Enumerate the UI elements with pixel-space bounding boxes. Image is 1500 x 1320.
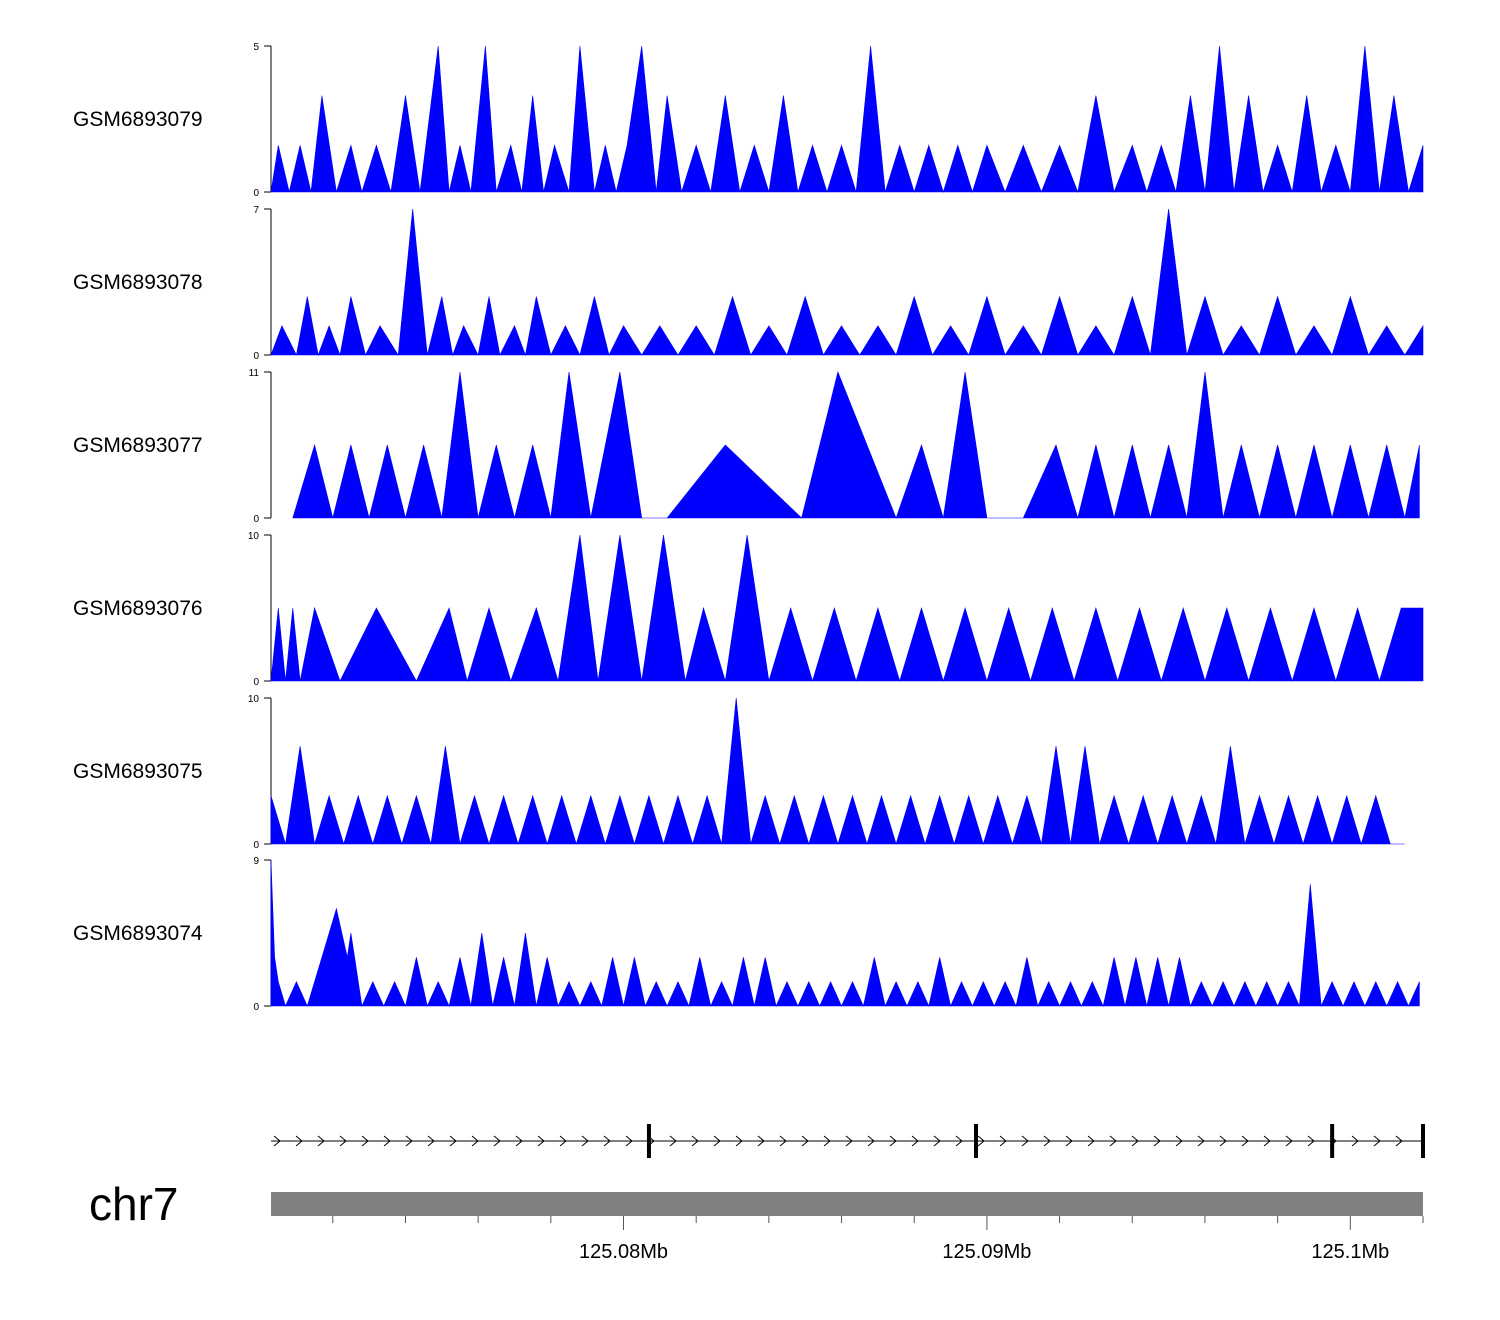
y-tick-label: 11 xyxy=(249,368,260,379)
strand-arrow xyxy=(515,1135,523,1147)
y-tick-label: 0 xyxy=(253,840,259,851)
x-tick-label: 125.09Mb xyxy=(942,1241,1031,1263)
strand-arrow xyxy=(1109,1135,1117,1147)
y-tick-label: 9 xyxy=(253,856,259,867)
coverage-track: GSM6893077 0 11 xyxy=(73,368,1420,525)
gene-model-track xyxy=(271,1124,1425,1158)
strand-arrow xyxy=(383,1135,391,1147)
strand-arrow xyxy=(603,1135,611,1147)
track-label: GSM6893074 xyxy=(73,922,203,945)
x-tick-label: 125.08Mb xyxy=(579,1241,668,1263)
coverage-track: GSM6893078 0 7 xyxy=(73,205,1424,362)
strand-arrow xyxy=(801,1135,809,1147)
y-tick-label: 0 xyxy=(253,1002,259,1013)
strand-arrow xyxy=(1373,1135,1381,1147)
strand-arrow xyxy=(1043,1135,1051,1147)
coverage-track: GSM6893074 0 9 xyxy=(73,856,1420,1013)
y-tick-label: 10 xyxy=(248,531,260,542)
strand-arrow xyxy=(933,1135,941,1147)
coverage-track: GSM6893079 0 5 xyxy=(73,42,1424,199)
y-tick-label: 7 xyxy=(253,205,259,216)
genome-axis: chr7 125.08Mb 125.09Mb 125.1Mb xyxy=(89,1178,1424,1263)
coverage-area xyxy=(270,45,1424,194)
strand-arrow xyxy=(1175,1135,1183,1147)
y-tick-label: 0 xyxy=(253,514,259,525)
strand-arrow xyxy=(1285,1135,1293,1147)
track-label: GSM6893077 xyxy=(73,434,203,457)
strand-arrow xyxy=(955,1135,963,1147)
track-label: GSM6893079 xyxy=(73,108,203,131)
strand-arrow xyxy=(295,1135,303,1147)
chromosome-bar xyxy=(271,1192,1423,1216)
strand-arrow xyxy=(757,1135,765,1147)
strand-arrow xyxy=(361,1135,369,1147)
strand-arrow xyxy=(691,1135,699,1147)
y-tick-label: 0 xyxy=(253,188,259,199)
strand-arrow xyxy=(669,1135,677,1147)
strand-arrow xyxy=(779,1135,787,1147)
track-label: GSM6893078 xyxy=(73,271,203,294)
y-tick-label: 10 xyxy=(248,694,260,705)
strand-arrow xyxy=(471,1135,479,1147)
strand-arrow xyxy=(1021,1135,1029,1147)
strand-arrow xyxy=(339,1135,347,1147)
coverage-area xyxy=(292,371,1420,520)
strand-arrow xyxy=(449,1135,457,1147)
strand-arrow xyxy=(317,1135,325,1147)
y-tick-label: 5 xyxy=(253,42,259,53)
strand-arrow xyxy=(537,1135,545,1147)
y-tick-label: 0 xyxy=(253,351,259,362)
coverage-track: GSM6893076 0 10 xyxy=(73,531,1424,688)
strand-arrow xyxy=(427,1135,435,1147)
coverage-area xyxy=(270,208,1424,357)
strand-arrow xyxy=(1241,1135,1249,1147)
strand-arrow xyxy=(735,1135,743,1147)
coverage-track: GSM6893075 0 10 xyxy=(73,694,1405,851)
strand-arrow xyxy=(1153,1135,1161,1147)
strand-arrow xyxy=(889,1135,897,1147)
track-label: GSM6893075 xyxy=(73,760,203,783)
y-tick-label: 0 xyxy=(253,677,259,688)
strand-arrow xyxy=(559,1135,567,1147)
strand-arrow xyxy=(823,1135,831,1147)
strand-arrow xyxy=(1395,1135,1403,1147)
coverage-area xyxy=(270,859,1420,1008)
strand-arrow xyxy=(867,1135,875,1147)
track-label: GSM6893076 xyxy=(73,597,203,620)
x-tick-label: 125.1Mb xyxy=(1311,1241,1389,1263)
chromosome-label: chr7 xyxy=(89,1178,178,1230)
strand-arrow xyxy=(1131,1135,1139,1147)
strand-arrow xyxy=(1219,1135,1227,1147)
coverage-area xyxy=(270,534,1424,683)
strand-arrow xyxy=(1263,1135,1271,1147)
strand-arrow xyxy=(493,1135,501,1147)
strand-arrow xyxy=(999,1135,1007,1147)
strand-arrow xyxy=(713,1135,721,1147)
strand-arrow xyxy=(1065,1135,1073,1147)
strand-arrow xyxy=(1307,1135,1315,1147)
strand-arrow xyxy=(1197,1135,1205,1147)
strand-arrow xyxy=(845,1135,853,1147)
strand-arrow xyxy=(911,1135,919,1147)
strand-arrow xyxy=(1087,1135,1095,1147)
strand-arrow xyxy=(273,1135,281,1147)
coverage-area xyxy=(270,697,1405,846)
coverage-tracks: GSM689307905GSM689307807GSM6893077011GSM… xyxy=(73,42,1424,1013)
strand-arrow xyxy=(625,1135,633,1147)
strand-arrow xyxy=(581,1135,589,1147)
strand-arrow xyxy=(977,1135,985,1147)
strand-arrow xyxy=(405,1135,413,1147)
strand-arrow xyxy=(1351,1135,1359,1147)
